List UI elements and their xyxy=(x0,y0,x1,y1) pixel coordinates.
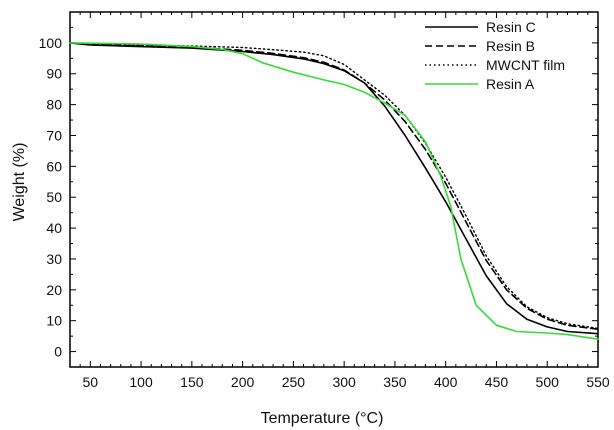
x-tick-label: 350 xyxy=(383,374,407,390)
x-tick-label: 150 xyxy=(180,374,204,390)
legend-label: MWCNT film xyxy=(486,57,565,73)
y-tick-label: 20 xyxy=(46,282,62,298)
y-tick-label: 30 xyxy=(46,251,62,267)
legend-label: Resin C xyxy=(486,19,536,35)
y-axis-title: Weight (%) xyxy=(11,143,28,222)
x-tick-label: 50 xyxy=(83,374,99,390)
x-tick-label: 250 xyxy=(282,374,306,390)
y-tick-label: 10 xyxy=(46,313,62,329)
x-tick-label: 300 xyxy=(332,374,356,390)
y-tick-label: 80 xyxy=(46,97,62,113)
series-lines xyxy=(69,42,599,341)
y-tick-label: 0 xyxy=(54,344,62,360)
x-axis-title: Temperature (°C) xyxy=(261,410,384,427)
x-tick-label: 400 xyxy=(434,374,458,390)
legend-label: Resin A xyxy=(486,76,535,92)
y-tick-label: 90 xyxy=(46,66,62,82)
axes: 50 100 150 200 250 300 350 400 450 500 550 0 10 20 30 4… xyxy=(39,11,610,390)
x-tick-label: 550 xyxy=(586,374,610,390)
legend-label: Resin B xyxy=(486,38,535,54)
y-tick-label: 70 xyxy=(46,127,62,143)
y-tick-label: 40 xyxy=(46,220,62,236)
series-line-resin-a xyxy=(69,42,599,341)
x-tick-label: 100 xyxy=(129,374,153,390)
y-tick-label: 50 xyxy=(46,189,62,205)
x-tick-label: 450 xyxy=(485,374,509,390)
y-tick-label: 100 xyxy=(39,35,63,51)
legend: Resin C Resin B MWCNT film Resin A xyxy=(425,19,565,92)
x-tick-label: 200 xyxy=(231,374,255,390)
series-line-resin-c xyxy=(69,42,599,335)
x-tick-label: 500 xyxy=(536,374,560,390)
y-tick-label: 60 xyxy=(46,158,62,174)
